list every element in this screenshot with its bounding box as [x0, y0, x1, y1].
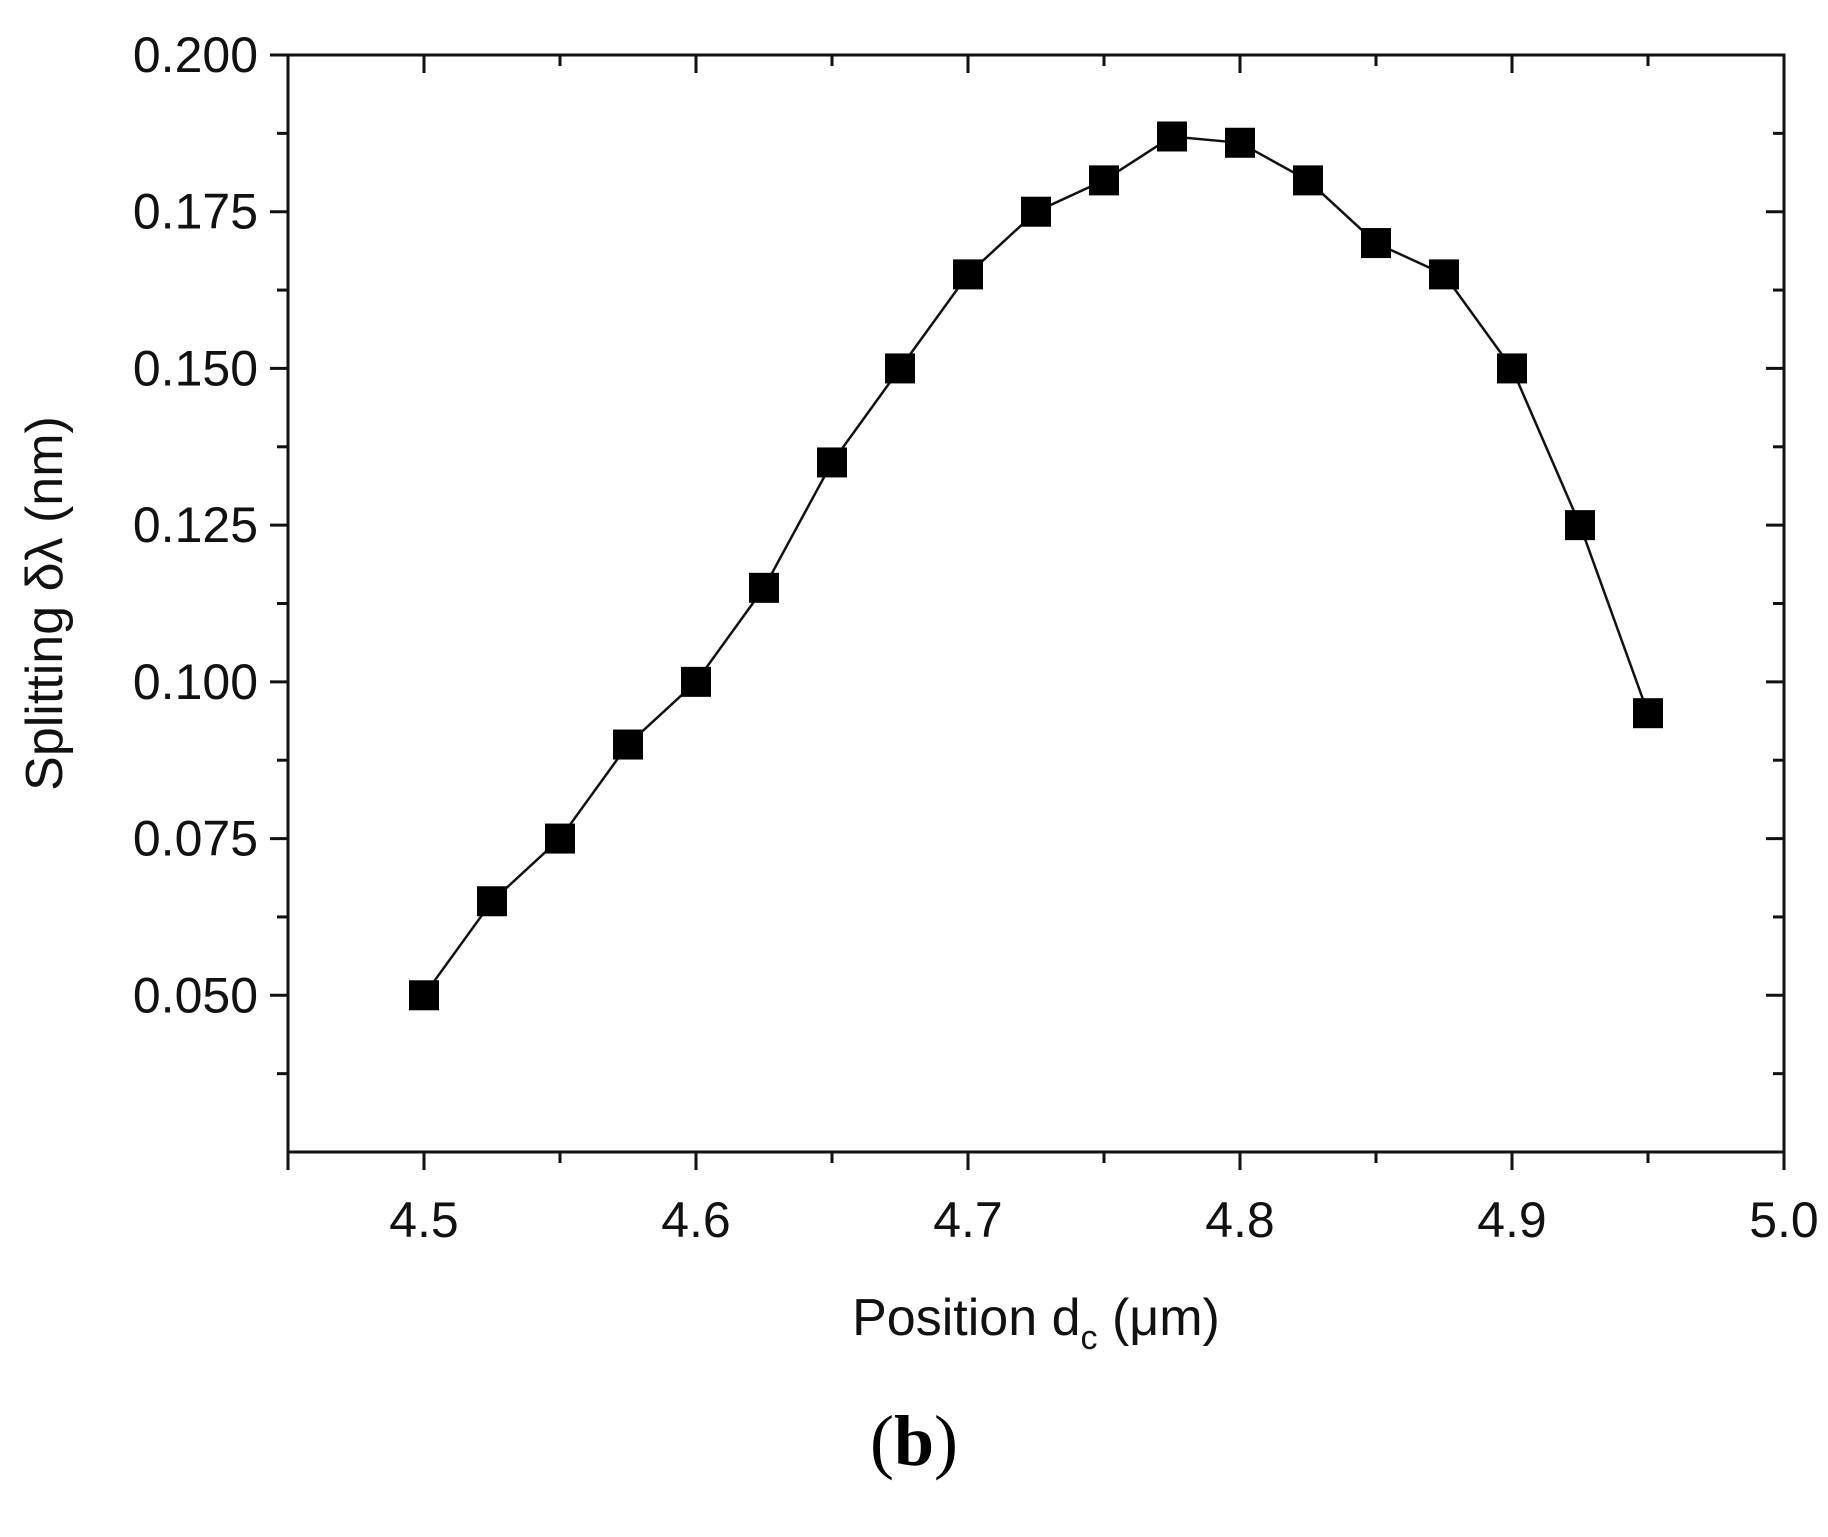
data-point	[1021, 196, 1051, 227]
data-point	[681, 666, 711, 697]
x-axis-title-subscript: c	[1081, 1319, 1098, 1357]
x-tick-labels: 4.5 4.6 4.7 4.8 4.9 5.0	[389, 1192, 1819, 1248]
data-point	[1361, 228, 1391, 259]
y-tick-label: 0.200	[133, 27, 258, 83]
panel-label: (b)	[869, 1401, 958, 1481]
y-tick-label: 0.150	[133, 340, 258, 396]
y-tick-label: 0.100	[133, 654, 258, 710]
x-tick-label: 4.6	[661, 1192, 731, 1248]
x-tick-label: 4.8	[1205, 1192, 1275, 1248]
data-point	[817, 447, 847, 478]
x-tick-label: 4.7	[933, 1192, 1003, 1248]
data-series	[409, 121, 1663, 1011]
data-point	[749, 572, 779, 603]
data-point	[1293, 165, 1323, 196]
y-axis-title: Splitting δλ (nm)	[16, 416, 74, 791]
y-tick-label: 0.175	[133, 184, 258, 240]
x-axis-title: Position dc (μm)	[852, 1289, 1220, 1357]
series-line	[422, 135, 1650, 997]
data-point	[1225, 127, 1255, 158]
x-tick-label: 5.0	[1749, 1192, 1819, 1248]
panel-label-letter: b	[893, 1401, 935, 1481]
data-point	[1157, 121, 1187, 152]
data-point	[953, 259, 983, 290]
data-point	[1497, 353, 1527, 384]
x-tick-label: 4.5	[389, 1192, 459, 1248]
y-tick-labels: 0.050 0.075 0.100 0.125 0.150 0.175 0.200	[133, 27, 258, 1023]
data-point	[409, 980, 439, 1011]
y-tick-label: 0.075	[133, 811, 258, 867]
data-point	[1565, 510, 1595, 541]
data-point	[477, 886, 507, 917]
data-point	[613, 729, 643, 760]
plot-frame	[286, 53, 1786, 1154]
x-tick-label: 4.9	[1477, 1192, 1547, 1248]
y-tick-label: 0.125	[133, 497, 258, 553]
data-point	[1089, 165, 1119, 196]
x-axis-title-prefix: Position d	[852, 1289, 1080, 1347]
data-point	[1633, 698, 1663, 729]
y-tick-label: 0.050	[133, 967, 258, 1023]
data-point	[1429, 259, 1459, 290]
data-point	[545, 823, 575, 854]
x-axis-title-suffix: (μm)	[1098, 1289, 1220, 1347]
data-point	[885, 353, 915, 384]
